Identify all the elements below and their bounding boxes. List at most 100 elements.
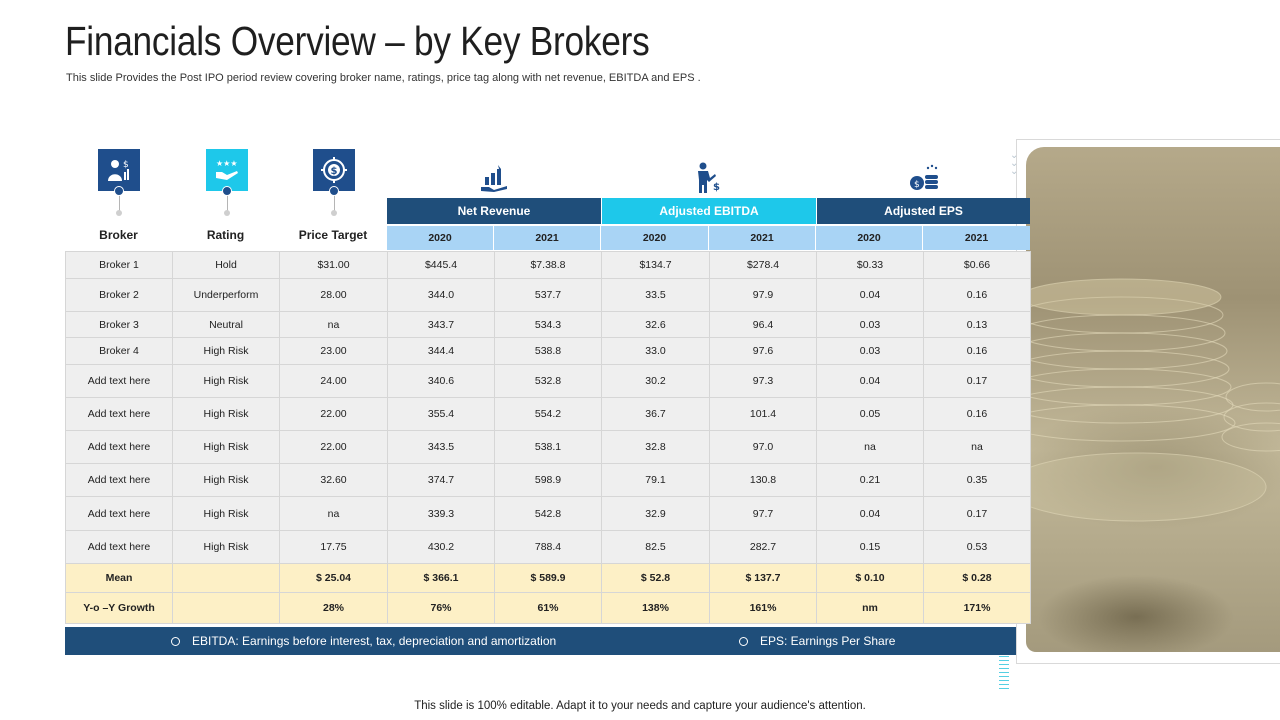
broker-cell: Add text here	[65, 430, 173, 464]
footer-note: This slide is 100% editable. Adapt it to…	[414, 700, 866, 712]
price-target-cell: 22.00	[279, 430, 388, 464]
broker-cell: Add text here	[65, 364, 173, 398]
svg-text:★★★: ★★★	[216, 159, 238, 168]
year-header: 2020	[387, 226, 494, 250]
eps-2021-cell: 0.17	[923, 496, 1031, 531]
ebitda-2020-cell: 82.5	[601, 530, 710, 564]
eps-2020-cell: 0.04	[816, 364, 924, 398]
connector-dot	[114, 186, 124, 196]
summary-row-growth: Y-o –Y Growth 28% 76% 61% 138% 161% nm 1…	[65, 592, 1031, 624]
net-revenue-2020-cell: $445.4	[387, 251, 495, 279]
group-header-net-revenue: Net Revenue	[387, 198, 601, 224]
net-revenue-2021-cell: 538.1	[494, 430, 602, 464]
ebitda-2021-cell: $278.4	[709, 251, 817, 279]
price-target-cell: 22.00	[279, 397, 388, 431]
connector-dot	[329, 186, 339, 196]
rating-cell: Neutral	[172, 311, 280, 338]
ebitda-2020-cell: 36.7	[601, 397, 710, 431]
ebitda-2020-cell: $134.7	[601, 251, 710, 279]
summary-cell: $ 366.1	[387, 563, 495, 593]
table-row: Add text here High Risk na 339.3 542.8 3…	[65, 496, 1031, 531]
summary-cell	[172, 592, 280, 624]
table-row: Broker 1 Hold $31.00 $445.4 $7.38.8 $134…	[65, 251, 1031, 279]
summary-cell: 171%	[923, 592, 1031, 624]
rating-stars-hand-icon: ★★★	[206, 149, 248, 191]
legend-bar: EBITDA: Earnings before interest, tax, d…	[65, 627, 1016, 655]
table-row: Broker 2 Underperform 28.00 344.0 537.7 …	[65, 278, 1031, 312]
summary-label: Y-o –Y Growth	[65, 592, 173, 624]
eps-2021-cell: 0.35	[923, 463, 1031, 497]
group-header-adjusted-ebitda: Adjusted EBITDA	[602, 198, 816, 224]
summary-cell: 161%	[709, 592, 817, 624]
net-revenue-2021-cell: 598.9	[494, 463, 602, 497]
legend-text: EBITDA: Earnings before interest, tax, d…	[192, 634, 557, 648]
net-revenue-2021-cell: $7.38.8	[494, 251, 602, 279]
table-row: Broker 3 Neutral na 343.7 534.3 32.6 96.…	[65, 311, 1031, 338]
eps-2021-cell: 0.53	[923, 530, 1031, 564]
summary-cell: $ 589.9	[494, 563, 602, 593]
table-row: Add text here High Risk 22.00 355.4 554.…	[65, 397, 1031, 431]
year-header: 2020	[601, 226, 709, 250]
coin-stack-icon: $	[906, 160, 942, 196]
eps-2021-cell: 0.13	[923, 311, 1031, 338]
net-revenue-2021-cell: 534.3	[494, 311, 602, 338]
rating-cell: High Risk	[172, 397, 280, 431]
price-target-cell: 23.00	[279, 337, 388, 365]
summary-cell: $ 52.8	[601, 563, 710, 593]
summary-cell: $ 0.10	[816, 563, 924, 593]
svg-text:$: $	[713, 182, 720, 193]
coins-photo	[1026, 147, 1280, 652]
brokers-table: Broker 1 Hold $31.00 $445.4 $7.38.8 $134…	[65, 251, 1031, 624]
eps-2021-cell: 0.17	[923, 364, 1031, 398]
chevron-down-icon: ⌄ ⌄ ⌄	[1010, 150, 1019, 177]
ebitda-2020-cell: 32.9	[601, 496, 710, 531]
year-header: 2021	[494, 226, 601, 250]
price-target-cell: $31.00	[279, 251, 388, 279]
broker-cell: Broker 3	[65, 311, 173, 338]
year-header: 2021	[709, 226, 816, 250]
connector-dot	[116, 210, 122, 216]
summary-cell: 28%	[279, 592, 388, 624]
rating-cell: High Risk	[172, 364, 280, 398]
eps-2020-cell: na	[816, 430, 924, 464]
investor-icon: $	[98, 149, 140, 191]
price-target-cell: 28.00	[279, 278, 388, 312]
ebitda-2021-cell: 282.7	[709, 530, 817, 564]
page-title: Financials Overview – by Key Brokers	[65, 18, 650, 64]
table-row: Broker 4 High Risk 23.00 344.4 538.8 33.…	[65, 337, 1031, 365]
column-header-broker: Broker	[99, 228, 138, 242]
connector-dot	[222, 186, 232, 196]
net-revenue-2020-cell: 340.6	[387, 364, 495, 398]
summary-row-mean: Mean $ 25.04 $ 366.1 $ 589.9 $ 52.8 $ 13…	[65, 563, 1031, 593]
column-header-price-target: Price Target	[298, 228, 368, 242]
ebitda-2020-cell: 79.1	[601, 463, 710, 497]
net-revenue-2020-cell: 343.5	[387, 430, 495, 464]
net-revenue-2020-cell: 344.0	[387, 278, 495, 312]
ebitda-2021-cell: 97.9	[709, 278, 817, 312]
rating-cell: Hold	[172, 251, 280, 279]
eps-2020-cell: 0.03	[816, 337, 924, 365]
broker-cell: Add text here	[65, 530, 173, 564]
net-revenue-2020-cell: 355.4	[387, 397, 495, 431]
year-header: 2020	[816, 226, 923, 250]
broker-cell: Broker 1	[65, 251, 173, 279]
summary-cell: nm	[816, 592, 924, 624]
net-revenue-2021-cell: 538.8	[494, 337, 602, 365]
svg-text:$: $	[914, 180, 920, 190]
price-target-cell: 32.60	[279, 463, 388, 497]
ebitda-2021-cell: 97.0	[709, 430, 817, 464]
eps-2020-cell: 0.04	[816, 278, 924, 312]
summary-cell	[172, 563, 280, 593]
eps-2020-cell: 0.03	[816, 311, 924, 338]
summary-cell: 76%	[387, 592, 495, 624]
eps-2021-cell: 0.16	[923, 397, 1031, 431]
net-revenue-2021-cell: 537.7	[494, 278, 602, 312]
net-revenue-2020-cell: 374.7	[387, 463, 495, 497]
decorative-ladder	[999, 656, 1009, 690]
table-row: Add text here High Risk 24.00 340.6 532.…	[65, 364, 1031, 398]
table-row: Add text here High Risk 32.60 374.7 598.…	[65, 463, 1031, 497]
legend-text: EPS: Earnings Per Share	[760, 634, 896, 648]
eps-2021-cell: $0.66	[923, 251, 1031, 279]
broker-cell: Add text here	[65, 463, 173, 497]
ebitda-2020-cell: 30.2	[601, 364, 710, 398]
